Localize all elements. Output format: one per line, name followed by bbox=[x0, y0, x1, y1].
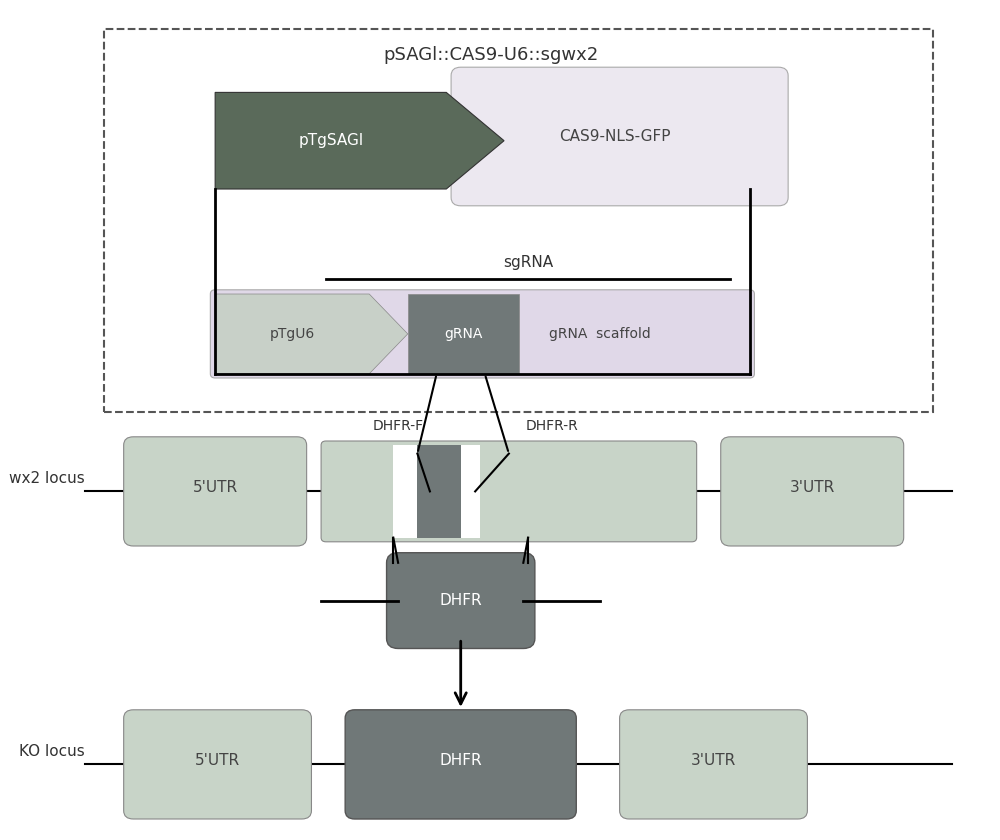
Bar bbox=[456, 445, 480, 538]
FancyBboxPatch shape bbox=[124, 437, 307, 546]
FancyBboxPatch shape bbox=[721, 437, 904, 546]
Polygon shape bbox=[215, 294, 408, 374]
Text: 3'UTR: 3'UTR bbox=[691, 753, 736, 768]
Text: DHFR: DHFR bbox=[439, 593, 482, 608]
Text: KO locus: KO locus bbox=[19, 744, 85, 759]
FancyBboxPatch shape bbox=[451, 67, 788, 206]
Text: DHFR: DHFR bbox=[439, 753, 482, 768]
Bar bbox=[104, 29, 933, 412]
Text: 5'UTR: 5'UTR bbox=[195, 753, 240, 768]
FancyBboxPatch shape bbox=[620, 710, 807, 819]
FancyBboxPatch shape bbox=[387, 553, 535, 648]
Bar bbox=[417, 445, 461, 538]
Text: DHFR-R: DHFR-R bbox=[526, 418, 579, 433]
Text: 3'UTR: 3'UTR bbox=[790, 480, 835, 495]
Text: CAS9-NLS-GFP: CAS9-NLS-GFP bbox=[559, 129, 671, 144]
Text: DHFR-F: DHFR-F bbox=[373, 418, 424, 433]
FancyBboxPatch shape bbox=[124, 710, 311, 819]
Text: pTgU6: pTgU6 bbox=[270, 327, 315, 341]
Text: gRNA: gRNA bbox=[444, 327, 482, 341]
FancyBboxPatch shape bbox=[210, 290, 754, 378]
FancyBboxPatch shape bbox=[408, 294, 518, 374]
Polygon shape bbox=[215, 92, 504, 189]
Text: pSAGl::CAS9-U6::sgwx2: pSAGl::CAS9-U6::sgwx2 bbox=[384, 45, 599, 64]
Bar bbox=[393, 445, 417, 538]
FancyBboxPatch shape bbox=[345, 710, 576, 819]
Text: 5'UTR: 5'UTR bbox=[193, 480, 238, 495]
Text: wx2 locus: wx2 locus bbox=[9, 471, 85, 486]
Text: sgRNA: sgRNA bbox=[503, 255, 553, 270]
Text: gRNA  scaffold: gRNA scaffold bbox=[549, 327, 651, 341]
FancyBboxPatch shape bbox=[321, 441, 697, 542]
Text: pTgSAGl: pTgSAGl bbox=[298, 134, 363, 148]
